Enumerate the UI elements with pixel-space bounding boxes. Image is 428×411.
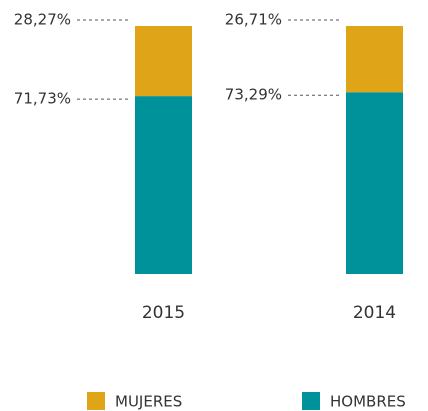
value-label: 28,27% [14, 11, 71, 29]
value-label: 73,29% [225, 86, 282, 104]
bar-segment [135, 26, 192, 97]
value-label: 26,71% [225, 11, 282, 29]
value-label: 71,73% [14, 90, 71, 108]
legend-label: MUJERES [115, 393, 182, 411]
legend-swatch [87, 392, 105, 410]
bar-segment [346, 26, 403, 93]
legend-label: HOMBRES [330, 393, 406, 411]
x-tick-label: 2015 [142, 303, 185, 323]
x-tick-label: 2014 [353, 303, 396, 323]
bar-segment [346, 92, 403, 274]
legend-swatch [302, 392, 320, 410]
bar-segment [135, 96, 192, 275]
